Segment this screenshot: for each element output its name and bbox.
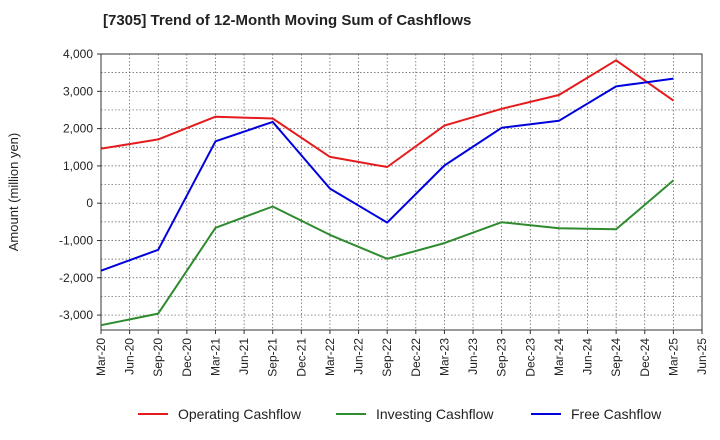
x-tick-label: Mar-23 [437, 338, 451, 376]
legend-item: Investing Cashflow [336, 406, 494, 422]
y-tick-label: -3,000 [59, 308, 93, 322]
x-tick-label: Mar-22 [323, 338, 337, 376]
x-tick-label: Jun-23 [466, 338, 480, 375]
x-tick-label: Sep-22 [380, 338, 394, 377]
plot-area [100, 53, 703, 331]
chart-title: [7305] Trend of 12-Month Moving Sum of C… [103, 12, 472, 29]
series-line [100, 77, 674, 272]
y-tick-label: 4,000 [63, 47, 93, 61]
x-tick-label: Jun-25 [695, 338, 709, 375]
legend-item: Free Cashflow [531, 406, 662, 422]
x-tick-label: Jun-24 [581, 338, 595, 375]
x-axis: Mar-20 Jun-20 Sep-20 Dec-20 Mar-21 Jun-21 Sep-… [94, 330, 709, 377]
series-lines [100, 59, 675, 327]
y-tick-label: 1,000 [63, 159, 93, 173]
legend-item: Operating Cashflow [138, 406, 302, 422]
x-tick-label: Jun-21 [237, 338, 251, 375]
x-tick-label: Sep-24 [609, 338, 623, 377]
y-tick-label: -1,000 [59, 233, 93, 247]
series-line [100, 179, 675, 327]
x-tick-label: Dec-22 [409, 338, 423, 377]
x-tick-label: Mar-20 [94, 338, 108, 376]
x-tick-label: Sep-21 [266, 338, 280, 377]
y-tick-label: 2,000 [63, 122, 93, 136]
y-tick-label: 0 [86, 196, 93, 210]
x-tick-label: Mar-24 [552, 338, 566, 376]
x-tick-label: Mar-21 [208, 338, 222, 376]
x-tick-label: Jun-22 [352, 338, 366, 375]
grid [100, 53, 703, 330]
y-tick-label: 3,000 [63, 84, 93, 98]
x-tick-label: Dec-21 [294, 338, 308, 377]
legend-label: Free Cashflow [571, 406, 662, 422]
x-tick-label: Mar-25 [666, 338, 680, 376]
y-axis-title: Amount (million yen) [6, 133, 21, 252]
legend-label: Investing Cashflow [376, 406, 494, 422]
x-tick-label: Jun-20 [123, 338, 137, 375]
x-tick-label: Sep-23 [495, 338, 509, 377]
y-tick-label: -2,000 [59, 271, 93, 285]
x-tick-label: Sep-20 [151, 338, 165, 377]
y-axis: 4,000 3,000 2,000 1,000 0 -1,000 -2,000 -3,000 [59, 47, 101, 322]
legend-label: Operating Cashflow [178, 406, 302, 422]
x-tick-label: Dec-24 [638, 338, 652, 377]
series-line [100, 59, 674, 168]
x-tick-label: Dec-20 [180, 338, 194, 377]
x-tick-label: Dec-23 [523, 338, 537, 377]
legend: Operating Cashflow Investing Cashflow Free… [138, 406, 662, 422]
